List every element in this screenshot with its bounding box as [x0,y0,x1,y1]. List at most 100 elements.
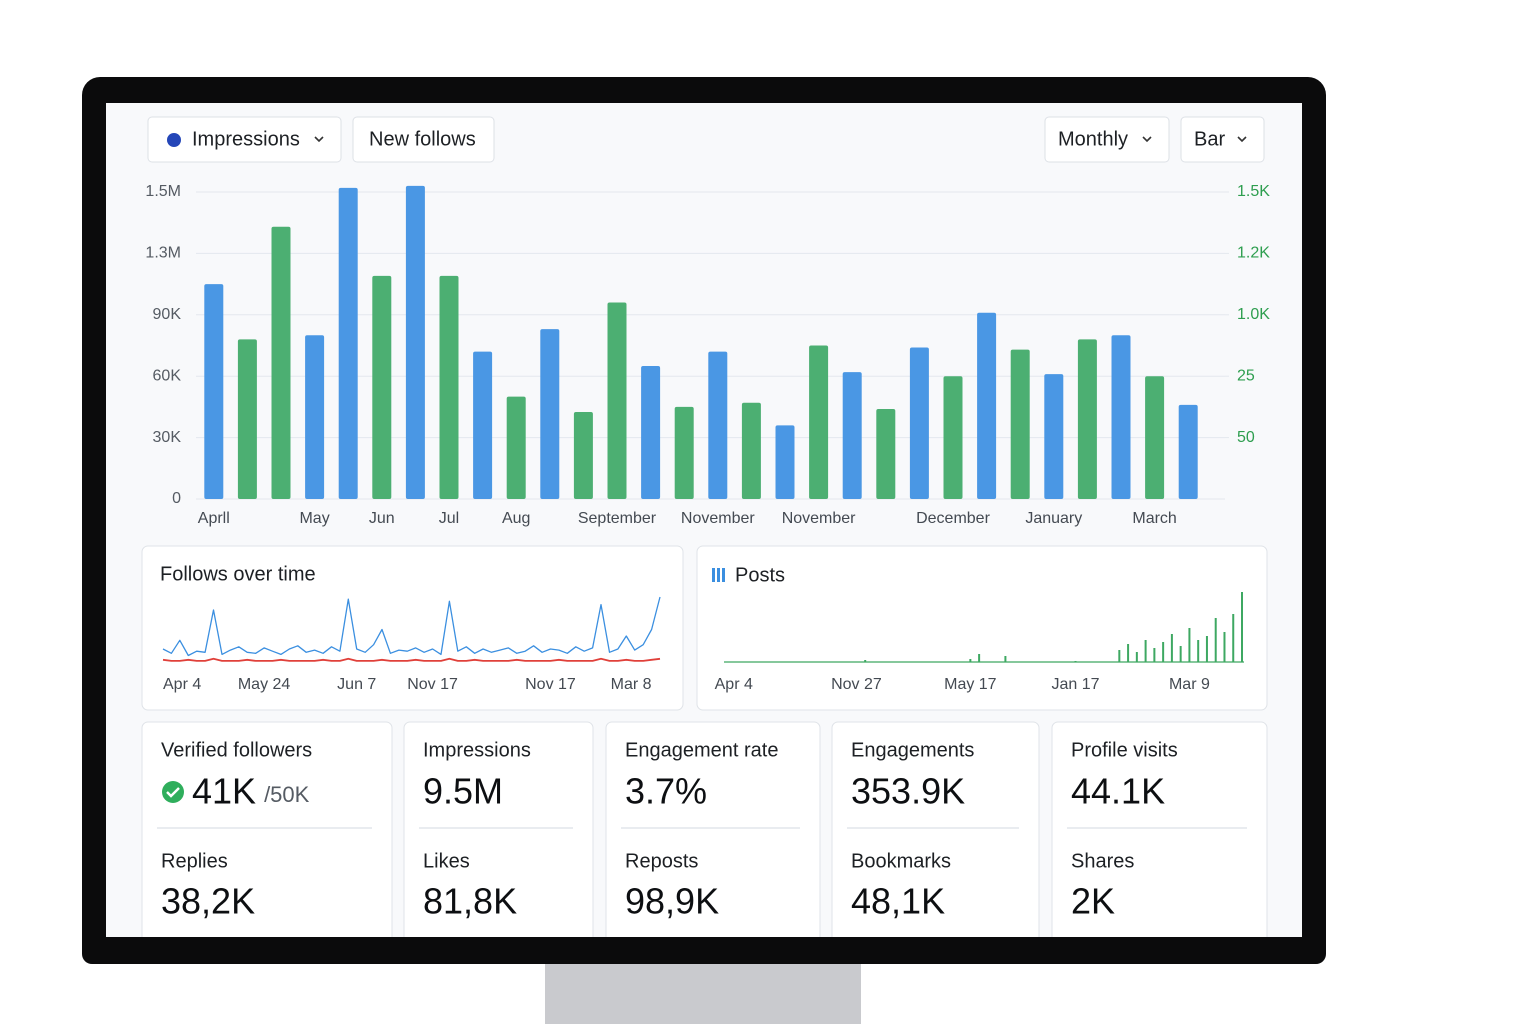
y2-tick-label: 1.2K [1237,245,1270,262]
stat-label: Profile visits [1071,739,1178,761]
bar [708,351,728,499]
stat-cards: Verified followers 41K/50K Replies 38,2K Imp… [141,721,1268,953]
stat-label: Engagement rate [625,739,778,761]
y2-tick-label: 1.0K [1237,306,1270,323]
x-tick-label: May 17 [944,676,997,693]
post-bar [1135,652,1138,662]
x-tick-label: March [1132,510,1176,527]
stat-label: Bookmarks [851,850,951,872]
bar [876,408,896,499]
follows-line [162,657,661,662]
post-bar [1004,656,1007,662]
bar [674,406,694,499]
x-tick-label: January [1025,510,1082,527]
x-tick-label: Aprll [198,510,230,527]
x-tick-label: Jun [369,510,395,527]
post-bar [1170,634,1173,662]
post-bar [1241,592,1243,662]
post-bar [969,659,972,662]
x-tick-label: Nov 27 [831,676,882,693]
verified-badge [162,781,184,803]
x-tick-label: November [782,510,856,527]
post-bar [1118,650,1121,662]
bar [809,345,829,499]
bar [540,329,560,499]
x-tick-label: Apr 4 [163,676,201,693]
x-tick-label: Apr 4 [715,676,753,693]
bar [372,275,392,499]
stat-value: 98,9K [625,881,719,922]
bar [271,226,291,499]
legend-dot [167,133,181,147]
post-bar [1127,644,1130,662]
bar [977,312,997,499]
y-tick-label: 1.3M [145,245,181,262]
check [166,787,180,798]
stat-label: Reposts [625,850,698,872]
bar [1178,404,1198,499]
bar [842,372,862,499]
monitor-stand [545,955,861,1024]
bar [775,425,795,499]
x-tick-label: Mar 9 [1169,676,1210,693]
bar [641,365,661,499]
card-title: Follows over time [160,563,316,585]
bar [237,339,257,499]
post-bar [1074,661,1077,662]
bar [1145,376,1165,499]
post-bar [1214,618,1217,662]
series-button[interactable]: Impressions [147,116,342,163]
icon-bar [717,568,720,582]
x-tick-label: Aug [502,510,530,527]
stat-value: 353.9K [851,771,965,812]
bar [204,284,224,499]
bar [338,187,358,499]
stat-label: Impressions [423,739,531,761]
stat-label: Shares [1071,850,1134,872]
card [141,545,684,711]
bezel-bottom-fill [82,937,1326,949]
x-tick-label: November [681,510,755,527]
series-button[interactable]: New follows [352,116,495,163]
stat-target: /50K [264,782,310,807]
period-dropdown[interactable]: Monthly [1044,116,1170,163]
stat-value: 3.7% [625,771,707,812]
y-tick-label: 1.5M [145,183,181,200]
button-frame [1180,116,1265,163]
follows-line [162,596,661,657]
post-bar [1197,640,1200,662]
view-dropdown[interactable]: Bar [1180,116,1265,163]
button-frame [147,116,342,163]
bar [943,376,963,499]
stat-label: Verified followers [161,739,312,761]
x-tick-label: Nov 17 [407,676,458,693]
bar [506,396,526,499]
post-bar [1153,648,1156,662]
chevron [1237,136,1247,143]
y-tick-label: 0 [172,490,181,507]
post-bar [1179,646,1182,662]
button-frame [1044,116,1170,163]
chevron [1142,136,1152,143]
y2-tick-label: 50 [1237,429,1255,446]
bar [305,335,325,499]
y-tick-label: 30K [153,429,182,446]
y-tick-label: 90K [153,306,182,323]
bar [607,302,627,499]
bar [439,275,459,499]
x-tick-label: May 24 [238,676,291,693]
period-label: Monthly [1058,128,1128,150]
post-bar [1144,640,1147,662]
card [696,545,1268,711]
legend-label: New follows [369,128,476,150]
x-tick-label: Jul [439,510,459,527]
bar [1010,349,1030,499]
x-tick-label: December [916,510,990,527]
post-bar [978,654,981,662]
bar [909,347,929,499]
stat-value: 48,1K [851,881,945,922]
bar [405,185,425,500]
x-tick-label: Nov 17 [525,676,576,693]
post-bar [864,660,867,662]
x-tick-label: Jun 7 [337,676,376,693]
